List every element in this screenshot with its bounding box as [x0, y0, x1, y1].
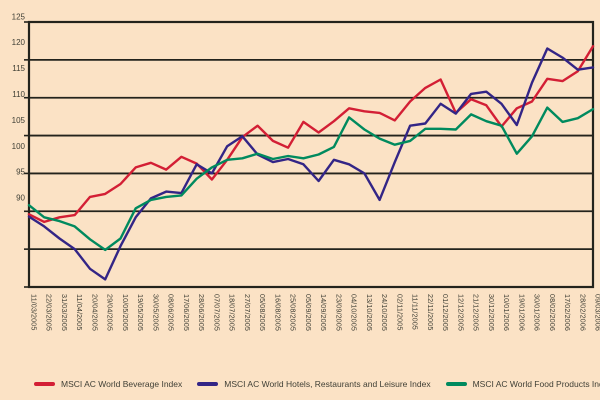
- x-axis-label: 09/03/2006: [594, 294, 600, 331]
- x-axis-label: 02/11/2005: [395, 294, 404, 330]
- x-axis-label: 12/12/2005: [456, 294, 465, 331]
- x-axis-label: 07/07/2005: [212, 294, 221, 331]
- series-line-food-products: [27, 106, 595, 252]
- legend-label-beverage: MSCI AC World Beverage Index: [61, 379, 183, 389]
- x-axis-label: 08/06/2005: [167, 294, 176, 331]
- x-axis-label: 25/08/2005: [289, 294, 298, 331]
- legend-label-food-products: MSCI AC World Food Products Index: [472, 379, 600, 389]
- x-axis-label: 17/02/2006: [563, 294, 572, 331]
- x-axis-label: 04/10/2005: [350, 294, 359, 331]
- x-axis-label: 31/03/2005: [60, 294, 69, 331]
- x-axis-label: 05/09/2005: [304, 294, 313, 331]
- x-axis-label: 08/02/2006: [548, 294, 557, 331]
- x-axis-label: 19/05/2005: [136, 294, 145, 331]
- x-axis-label: 11/11/2005: [411, 294, 420, 330]
- x-axis-label: 01/12/2005: [441, 294, 450, 331]
- x-axis-label: 11/03/2005: [30, 294, 39, 330]
- x-axis-label: 14/09/2005: [319, 294, 328, 331]
- x-axis-label: 29/04/2005: [106, 294, 115, 331]
- y-axis-label: 95: [16, 168, 25, 177]
- x-axis-label: 11/04/2005: [75, 294, 84, 330]
- y-axis-label: 90: [16, 194, 25, 203]
- x-axis-label: 28/02/2006: [578, 294, 587, 331]
- x-axis-label: 30/12/2005: [487, 294, 496, 331]
- y-axis-label: 125: [12, 12, 26, 21]
- legend-item-beverage: MSCI AC World Beverage Index: [34, 379, 182, 389]
- x-axis-label: 22/11/2005: [426, 294, 435, 330]
- x-axis-label: 18/07/2005: [228, 294, 237, 331]
- x-axis-label: 10/05/2005: [121, 294, 130, 331]
- x-axis-label: 20/04/2005: [90, 294, 99, 331]
- y-axis-label: 110: [12, 90, 25, 99]
- x-axis-label: 22/03/2005: [45, 294, 54, 331]
- x-axis-label: 05/08/2005: [258, 294, 267, 331]
- x-axis-label: 17/06/2005: [182, 294, 191, 331]
- series-line-hotels-restaurants-leisure: [27, 47, 595, 281]
- x-axis-label: 30/01/2006: [533, 294, 542, 331]
- x-axis-label: 13/10/2005: [365, 294, 374, 331]
- food-line-swatch: [445, 382, 467, 386]
- x-axis-label: 24/10/2005: [380, 294, 389, 331]
- legend-item-hotels-restaurants-leisure: MSCI AC World Hotels, Restaurants and Le…: [197, 379, 431, 389]
- y-axis-label: 100: [12, 142, 26, 151]
- chart-legend: MSCI AC World Beverage Index MSCI AC Wor…: [34, 379, 600, 389]
- y-axis-label: 115: [12, 64, 25, 73]
- plot-border: [27, 20, 595, 289]
- hotels-line-swatch: [197, 382, 219, 386]
- x-axis-label: 28/06/2005: [197, 294, 206, 331]
- legend-item-food-products: MSCI AC World Food Products Index: [445, 379, 600, 389]
- x-axis-label: 23/09/2005: [334, 294, 343, 331]
- x-axis-label: 21/12/2005: [472, 294, 481, 331]
- x-axis-label: 19/01/2006: [517, 294, 526, 331]
- x-axis-label: 16/08/2005: [273, 294, 282, 331]
- y-axis-label: 120: [12, 38, 26, 47]
- beverage-line-swatch: [34, 382, 55, 386]
- y-axis-label: 105: [12, 116, 26, 125]
- x-axis-label: 10/01/2006: [502, 294, 511, 331]
- x-axis-label: 30/05/2005: [151, 294, 160, 331]
- series-line-beverage: [27, 45, 595, 224]
- x-axis-label: 27/07/2005: [243, 294, 252, 331]
- legend-label-hotels-restaurants-leisure: MSCI AC World Hotels, Restaurants and Le…: [224, 379, 431, 389]
